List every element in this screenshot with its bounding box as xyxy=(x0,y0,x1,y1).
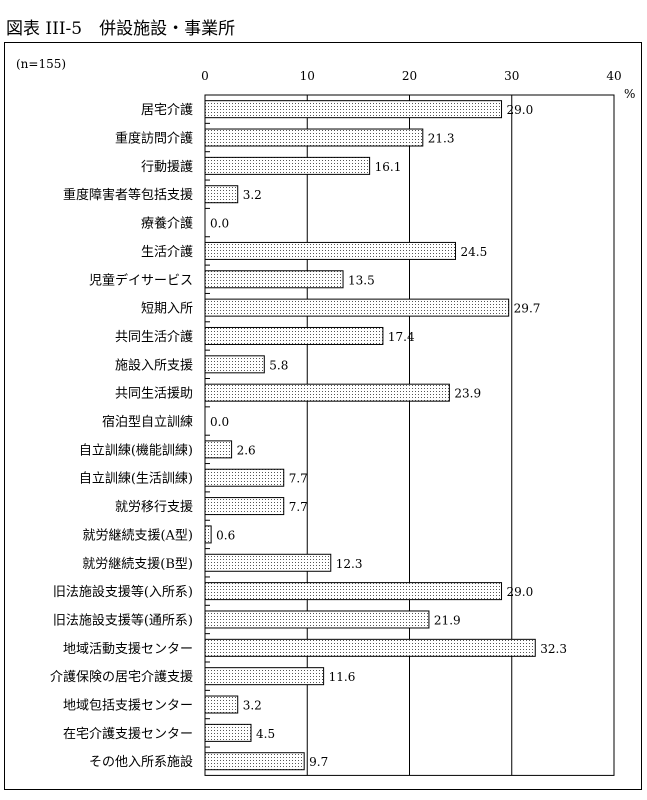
data-label: 13.5 xyxy=(348,273,375,287)
category-label: 就労継続支援(B型) xyxy=(82,557,193,572)
data-label: 29.7 xyxy=(514,302,541,316)
data-label: 0.0 xyxy=(210,217,229,231)
bar xyxy=(204,383,450,402)
category-label: 児童デイサービス xyxy=(89,272,193,288)
bar xyxy=(204,468,285,487)
bar xyxy=(204,638,536,657)
category-label: 自立訓練(機能訓練) xyxy=(79,442,193,458)
x-tick-label: 20 xyxy=(402,69,417,83)
data-label: 23.9 xyxy=(454,387,481,401)
category-label: 宿泊型自立訓練 xyxy=(102,414,193,430)
data-label: 7.7 xyxy=(289,500,308,514)
category-label: 短期入所 xyxy=(141,302,193,317)
category-label: 就労移行支援 xyxy=(115,500,193,515)
data-label: 21.9 xyxy=(434,613,461,627)
category-label: 共同生活介護 xyxy=(115,329,193,345)
bar xyxy=(204,582,503,601)
category-label: 在宅介護支援センター xyxy=(63,726,193,742)
bar xyxy=(204,156,371,175)
category-label: 居宅介護 xyxy=(141,102,193,118)
chart-frame xyxy=(4,42,642,790)
bar xyxy=(204,270,344,289)
bar xyxy=(204,355,265,374)
x-tick-label: 40 xyxy=(606,69,621,83)
data-label: 3.2 xyxy=(243,188,262,202)
bar xyxy=(204,440,233,459)
category-label: 介護保険の居宅介護支援 xyxy=(50,669,193,685)
data-label: 2.6 xyxy=(237,443,256,457)
data-label: 16.1 xyxy=(375,160,402,174)
bar xyxy=(204,128,424,147)
bar xyxy=(204,695,239,714)
category-label: 施設入所支援 xyxy=(115,357,193,373)
category-label: 地域活動支援センター xyxy=(63,642,193,657)
category-label: その他入所系施設 xyxy=(89,754,193,770)
data-label: 12.3 xyxy=(336,557,363,571)
unit-label: % xyxy=(624,87,635,101)
bar xyxy=(204,185,239,204)
data-label: 0.6 xyxy=(216,528,235,542)
category-label: 自立訓練(生活訓練) xyxy=(79,471,193,487)
category-label: 重度障害者等包括支援 xyxy=(63,187,193,203)
x-tick-label: 0 xyxy=(201,69,209,83)
category-label: 就労継続支援(A型) xyxy=(82,528,193,543)
data-label: 9.7 xyxy=(309,755,328,769)
bar xyxy=(204,497,285,516)
category-label: 重度訪問介護 xyxy=(115,131,193,147)
bar xyxy=(204,723,252,742)
category-label: 共同生活援助 xyxy=(115,387,193,402)
data-label: 29.0 xyxy=(507,103,534,117)
bar xyxy=(204,525,212,544)
bar xyxy=(204,553,332,572)
bar xyxy=(204,326,384,345)
bar xyxy=(204,752,305,771)
sample-size-note: (n=155) xyxy=(16,57,66,71)
x-tick-label: 30 xyxy=(504,69,519,83)
bar xyxy=(204,667,325,686)
data-label: 17.4 xyxy=(388,330,415,344)
category-label: 旧法施設支援等(通所系) xyxy=(53,612,193,628)
category-label: 旧法施設支援等(入所系) xyxy=(53,584,193,600)
category-label: 生活介護 xyxy=(141,244,193,260)
figure-title: 図表 III-5 併設施設・事業所 xyxy=(6,19,236,39)
data-label: 21.3 xyxy=(428,132,455,146)
data-label: 7.7 xyxy=(289,472,308,486)
data-label: 24.5 xyxy=(461,245,488,259)
data-label: 3.2 xyxy=(243,699,262,713)
bar xyxy=(204,298,510,317)
x-tick-label: 10 xyxy=(300,69,315,83)
data-label: 11.6 xyxy=(329,670,356,684)
category-label: 行動援護 xyxy=(141,159,193,175)
data-label: 4.5 xyxy=(256,727,275,741)
bar xyxy=(204,610,430,629)
data-label: 29.0 xyxy=(507,585,534,599)
bar xyxy=(204,100,503,119)
data-label: 0.0 xyxy=(210,415,229,429)
data-label: 32.3 xyxy=(540,642,567,656)
bar xyxy=(204,241,457,260)
category-label: 療養介護 xyxy=(141,216,193,232)
data-label: 5.8 xyxy=(269,358,288,372)
category-label: 地域包括支援センター xyxy=(63,699,193,714)
